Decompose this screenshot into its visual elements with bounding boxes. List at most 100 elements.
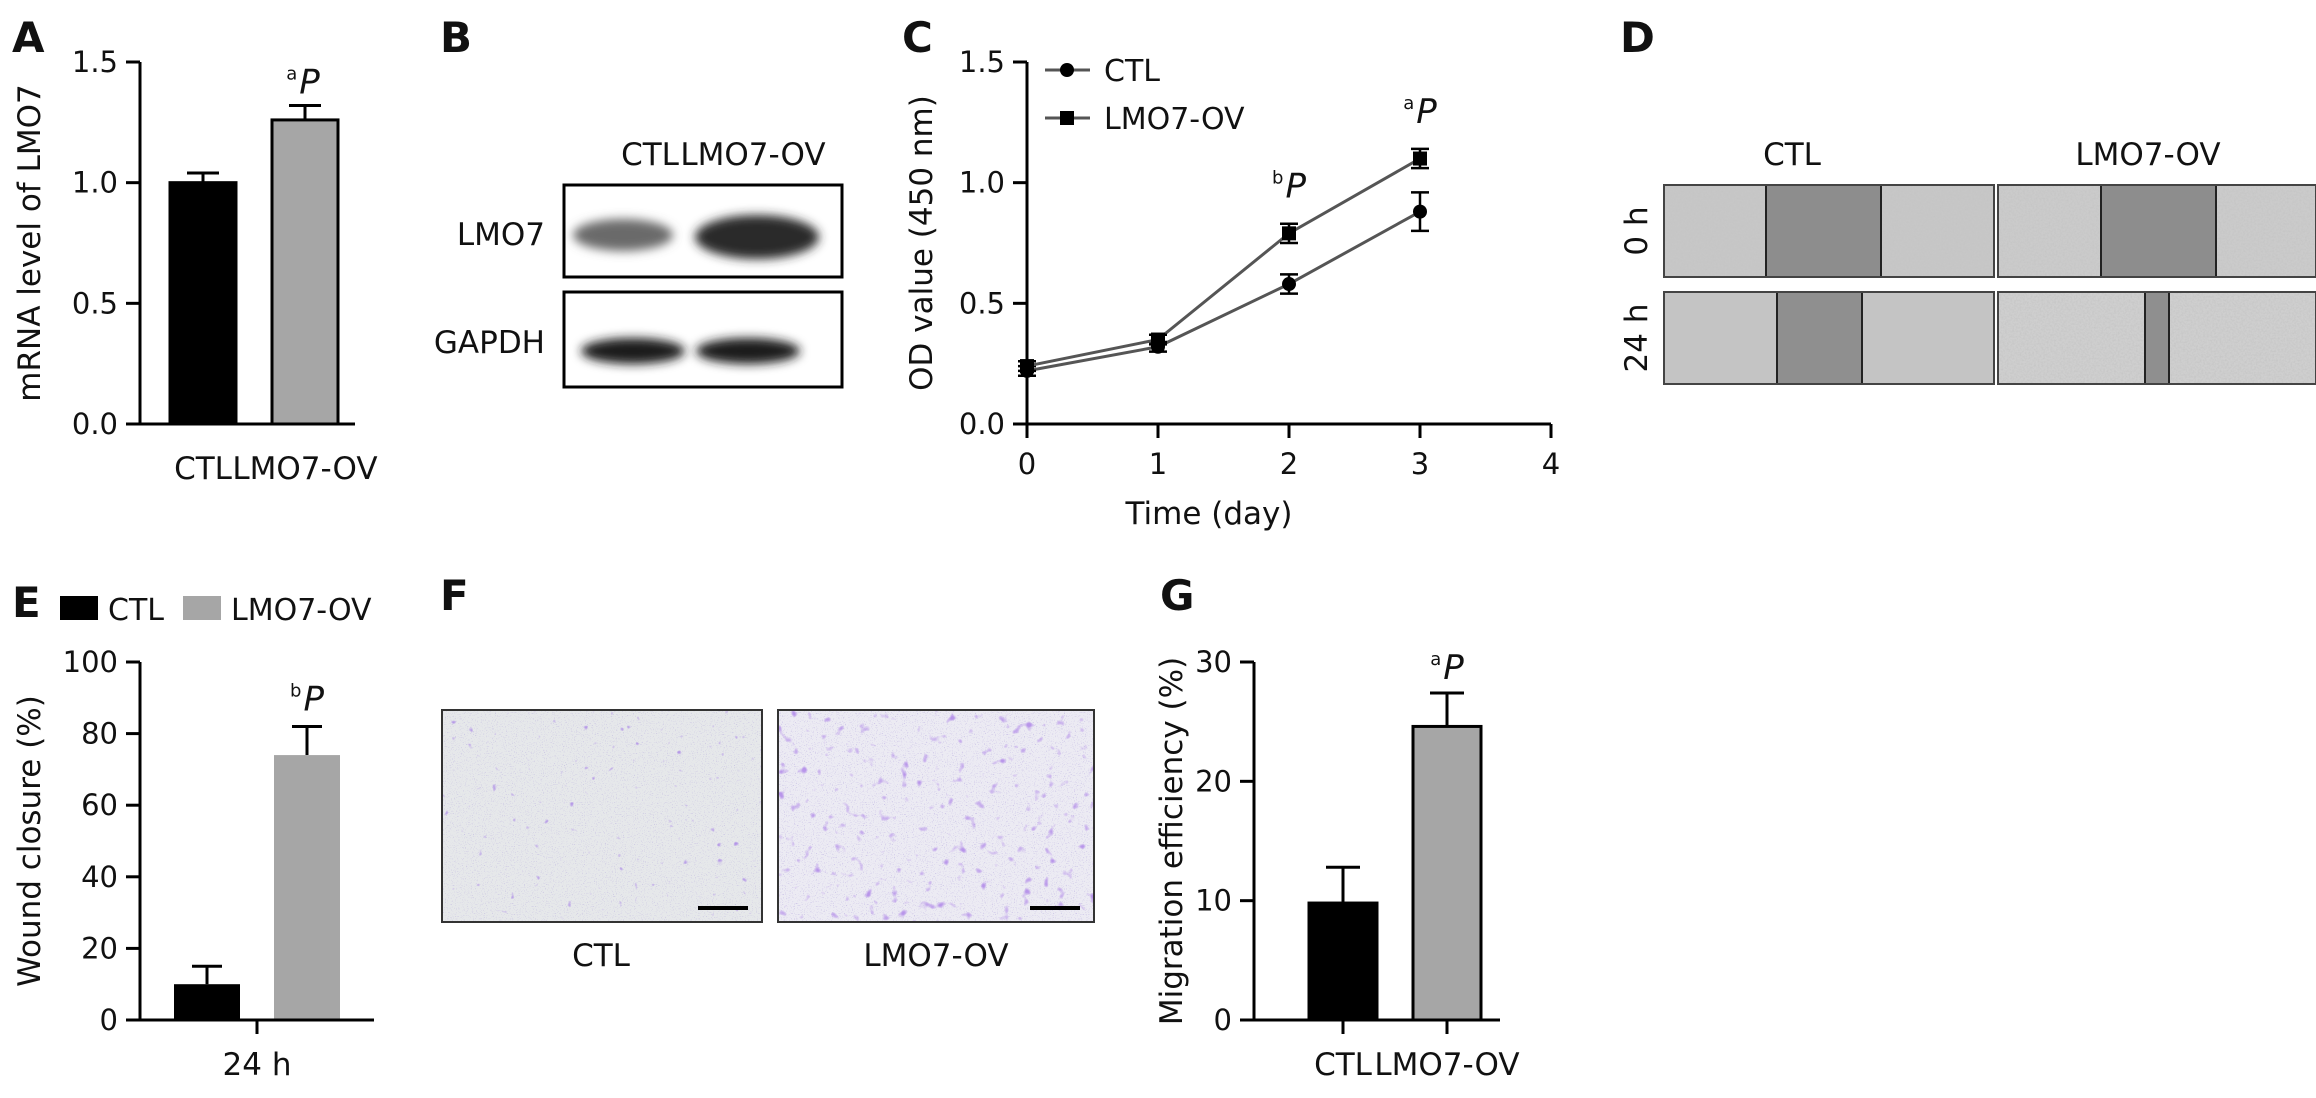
y-tick-label: 20 xyxy=(1195,764,1232,798)
x-category-label: CTL xyxy=(1314,1047,1373,1083)
series-line xyxy=(1026,210,1421,373)
legend-marker xyxy=(1060,63,1074,77)
data-point xyxy=(1413,151,1427,166)
significance-letter: b xyxy=(1272,168,1283,189)
x-category-label: LMO7-OV xyxy=(1374,1047,1519,1083)
bar xyxy=(168,181,238,426)
panel-letter-g: G xyxy=(1160,571,1194,620)
wound-column-label: CTL xyxy=(1763,137,1822,173)
y-tick-label: 0.0 xyxy=(72,407,118,441)
blot-band xyxy=(695,215,819,259)
y-tick-label: 1.5 xyxy=(959,45,1005,79)
panel-letter-b: B xyxy=(440,13,472,62)
data-point xyxy=(1151,332,1165,347)
legend-label: LMO7-OV xyxy=(1104,102,1245,137)
y-tick-label: 1.0 xyxy=(959,166,1005,200)
significance-label: bP xyxy=(1272,167,1306,207)
wound-image xyxy=(1663,291,1995,385)
panel-b-western-blot: CTL LMO7-OV LMO7 GAPDH xyxy=(434,137,844,389)
y-tick-label: 1.0 xyxy=(72,166,118,200)
y-tick-label: 20 xyxy=(81,931,118,965)
significance-symbol: P xyxy=(1285,167,1306,207)
data-point xyxy=(1282,277,1296,292)
x-tick-label: 4 xyxy=(1542,447,1560,481)
y-tick-label: 40 xyxy=(81,860,118,894)
blot-column-label: CTL xyxy=(621,137,680,173)
significance-symbol: P xyxy=(1443,648,1464,688)
bar xyxy=(270,118,340,426)
y-tick-label: 80 xyxy=(81,717,118,751)
y-tick-label: 1.5 xyxy=(72,45,118,79)
y-tick-label: 0 xyxy=(100,1003,118,1037)
significance-letter: a xyxy=(1430,649,1441,670)
blot-band xyxy=(581,338,685,364)
blot-row-label: LMO7 xyxy=(457,217,545,253)
significance-label: aP xyxy=(1430,648,1464,688)
transwell-image xyxy=(777,709,1095,923)
wound-row-label: 0 h xyxy=(1619,206,1655,255)
y-axis-title: Wound closure (%) xyxy=(12,695,48,987)
bar xyxy=(274,755,340,1020)
y-axis-title: OD value (450 nm) xyxy=(904,95,940,391)
x-category-label: LMO7-OV xyxy=(232,451,377,487)
significance-letter: a xyxy=(286,63,297,84)
x-tick-label: 3 xyxy=(1411,447,1429,481)
significance-label: aP xyxy=(286,62,320,102)
panel-c-line-chart: 0 1 2 3 4 0.0 0.5 1.0 1.5 Time (day) OD value (450… xyxy=(904,45,1560,532)
panel-letter-d: D xyxy=(1620,13,1655,62)
panel-letter-a: A xyxy=(12,13,45,62)
significance-letter: b xyxy=(290,680,301,701)
blot-box-gapdh xyxy=(562,290,844,389)
y-axis-title: Migration efficiency (%) xyxy=(1154,657,1190,1025)
bar xyxy=(1307,901,1379,1022)
transwell-image xyxy=(441,709,763,923)
data-point xyxy=(1020,359,1034,374)
legend-swatch xyxy=(183,596,221,620)
y-tick-label: 10 xyxy=(1195,884,1232,918)
y-tick-label: 0.5 xyxy=(72,286,118,320)
panel-d-wound-images: CTL LMO7-OV 0 h 24 h xyxy=(1619,137,2316,385)
bar xyxy=(1411,724,1483,1022)
blot-row-label: GAPDH xyxy=(434,325,545,361)
panel-a-bar-chart: CTL LMO7-OV 0.0 0.5 1.0 1.5 mRNA level of LMO7… xyxy=(12,45,378,487)
transwell-label: LMO7-OV xyxy=(863,938,1008,974)
bar xyxy=(174,984,240,1020)
x-category-label: CTL xyxy=(174,451,233,487)
significance-label: aP xyxy=(1403,92,1437,132)
x-tick-label: 2 xyxy=(1280,447,1298,481)
x-tick-label: 1 xyxy=(1149,447,1167,481)
wound-row-label: 24 h xyxy=(1619,304,1655,373)
data-point xyxy=(1413,204,1427,219)
x-axis-title: Time (day) xyxy=(1125,496,1293,532)
legend-label: CTL xyxy=(1104,54,1160,89)
panel-f-transwell-images: CTL LMO7-OV xyxy=(441,709,1095,974)
panel-letter-f: F xyxy=(440,571,469,620)
y-tick-label: 0.0 xyxy=(959,407,1005,441)
y-tick-label: 60 xyxy=(81,788,118,822)
significance-label: bP xyxy=(290,679,324,719)
x-tick-label: 0 xyxy=(1018,447,1036,481)
legend-label: CTL xyxy=(108,593,164,628)
panel-letter-e: E xyxy=(12,578,41,627)
wound-column-label: LMO7-OV xyxy=(2075,137,2220,173)
x-category-label: 24 h xyxy=(223,1047,292,1083)
panel-letter-c: C xyxy=(902,13,933,62)
significance-symbol: P xyxy=(303,679,324,719)
data-point xyxy=(1282,226,1296,241)
series-line xyxy=(1026,157,1421,368)
legend-swatch xyxy=(60,596,98,620)
y-tick-label: 0 xyxy=(1214,1003,1232,1037)
y-tick-label: 100 xyxy=(63,645,118,679)
wound-image xyxy=(1663,184,1995,278)
significance-symbol: P xyxy=(299,62,320,102)
y-tick-label: 30 xyxy=(1195,645,1232,679)
legend-marker xyxy=(1060,111,1074,125)
significance-symbol: P xyxy=(1416,92,1437,132)
legend-label: LMO7-OV xyxy=(231,593,372,628)
transwell-label: CTL xyxy=(572,938,631,974)
blot-column-label: LMO7-OV xyxy=(680,137,825,173)
blot-band xyxy=(573,219,673,251)
